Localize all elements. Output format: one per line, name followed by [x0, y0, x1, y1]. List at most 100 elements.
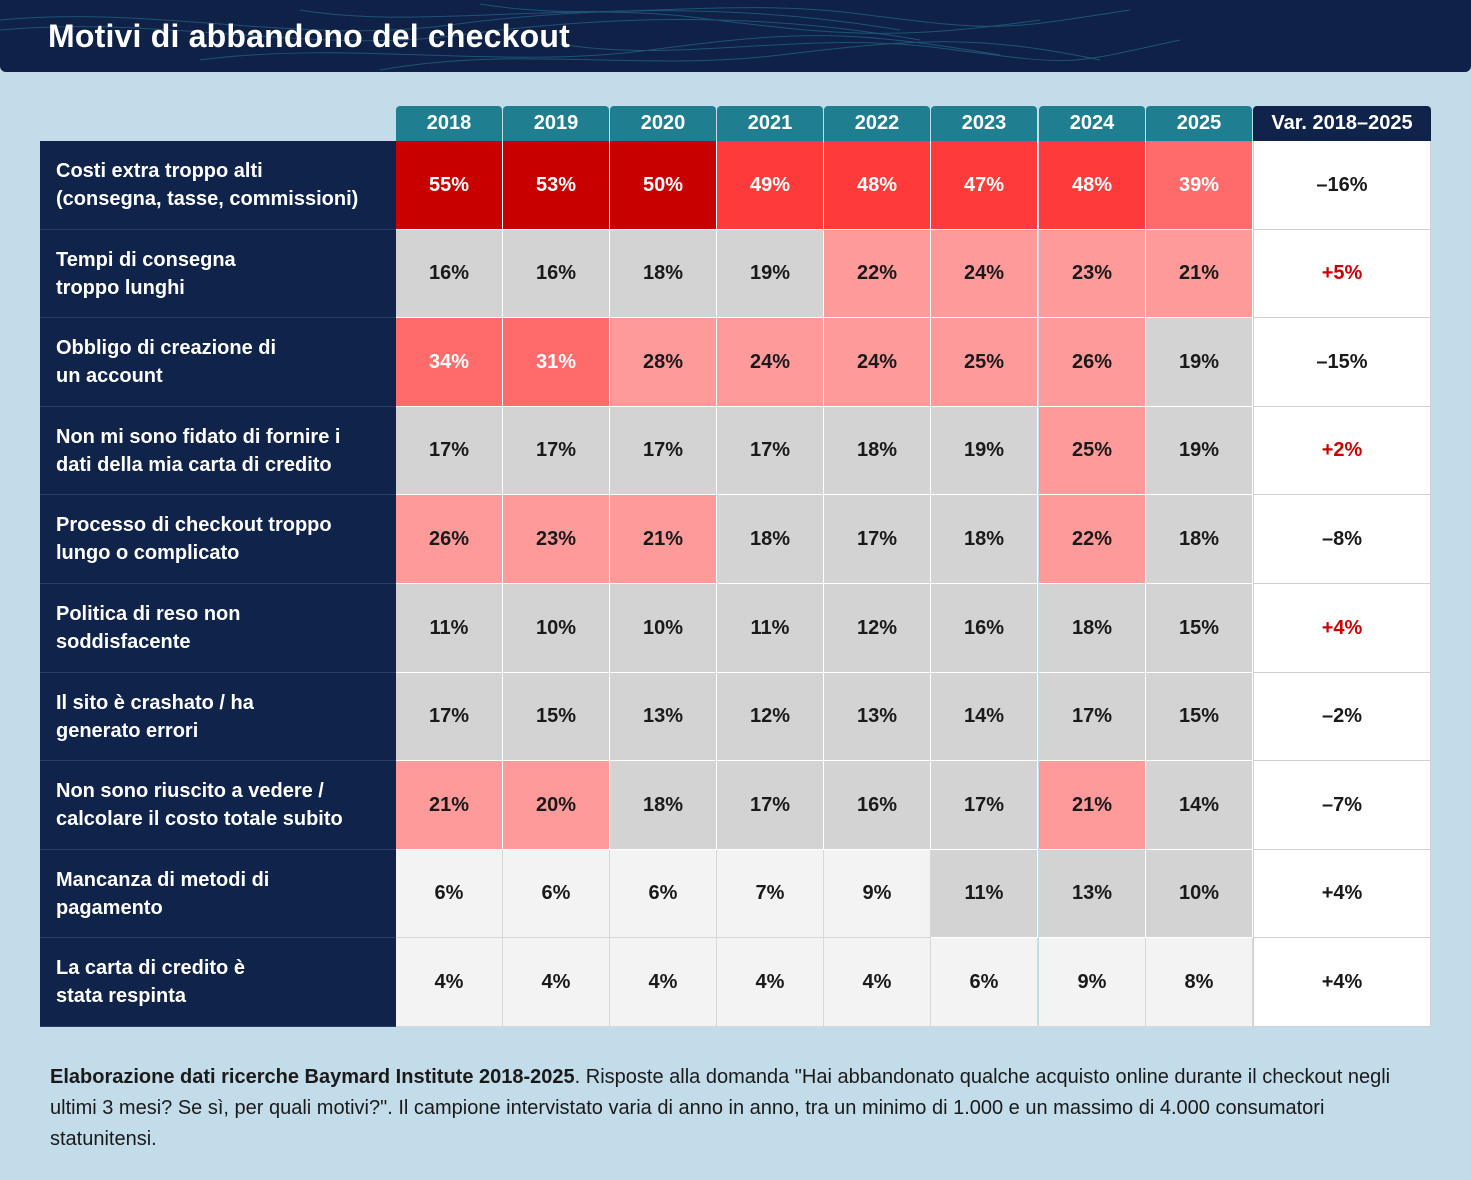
data-cell: 39% [1146, 141, 1253, 230]
data-cell: 55% [396, 141, 503, 230]
data-cell: 9% [1039, 938, 1146, 1027]
data-cell: 25% [931, 318, 1038, 407]
data-cell: 16% [931, 584, 1038, 673]
year-header-2021: 2021 [717, 106, 823, 141]
data-cell: 20% [503, 761, 610, 850]
row-label: Tempi di consegna troppo lunghi [40, 230, 396, 318]
year-header-2023: 2023 [931, 106, 1037, 141]
data-cell: 17% [1039, 673, 1146, 761]
year-header-2022: 2022 [824, 106, 930, 141]
data-cell: 26% [396, 495, 503, 584]
data-cell: 17% [824, 495, 931, 584]
data-cell: 13% [1039, 850, 1146, 938]
change-cell: +2% [1253, 407, 1431, 495]
data-cell: 4% [503, 938, 610, 1027]
data-cell: 23% [503, 495, 610, 584]
data-cell: 6% [503, 850, 610, 938]
row-label: Il sito è crashato / ha generato errori [40, 673, 396, 761]
year-header-2024: 2024 [1039, 106, 1145, 141]
change-cell: –15% [1253, 318, 1431, 407]
data-cell: 16% [824, 761, 931, 850]
data-cell: 4% [610, 938, 717, 1027]
data-cell: 12% [824, 584, 931, 673]
data-cell: 23% [1039, 230, 1146, 318]
title-banner: Motivi di abbandono del checkout [0, 0, 1471, 72]
data-cell: 17% [610, 407, 717, 495]
data-cell: 11% [931, 850, 1038, 938]
data-cell: 4% [824, 938, 931, 1027]
change-cell: +4% [1253, 938, 1431, 1027]
chart-title: Motivi di abbandono del checkout [48, 18, 570, 54]
data-cell: 22% [1039, 495, 1146, 584]
row-label: La carta di credito è stata respinta [40, 938, 396, 1027]
data-cell: 21% [1146, 230, 1253, 318]
data-cell: 47% [931, 141, 1038, 230]
data-cell: 21% [610, 495, 717, 584]
data-cell: 24% [824, 318, 931, 407]
data-cell: 12% [717, 673, 824, 761]
data-cell: 28% [610, 318, 717, 407]
data-cell: 19% [1146, 407, 1253, 495]
data-cell: 53% [503, 141, 610, 230]
data-cell: 10% [610, 584, 717, 673]
data-cell: 18% [717, 495, 824, 584]
data-cell: 15% [1146, 584, 1253, 673]
row-label: Non sono riuscito a vedere / calcolare i… [40, 761, 396, 850]
row-label: Mancanza di metodi di pagamento [40, 850, 396, 938]
change-cell: +4% [1253, 584, 1431, 673]
data-cell: 17% [931, 761, 1038, 850]
data-cell: 19% [931, 407, 1038, 495]
data-cell: 34% [396, 318, 503, 407]
heatmap-table: 2018 2019 2020 2021 2022 2023 2024 2025 Var. 201… [40, 106, 1431, 1027]
data-cell: 4% [396, 938, 503, 1027]
data-cell: 48% [824, 141, 931, 230]
data-cell: 17% [503, 407, 610, 495]
data-cell: 10% [1146, 850, 1253, 938]
data-cell: 18% [824, 407, 931, 495]
data-cell: 18% [610, 761, 717, 850]
data-cell: 14% [1146, 761, 1253, 850]
data-cell: 14% [931, 673, 1038, 761]
row-label: Processo di checkout troppo lungo o comp… [40, 495, 396, 584]
wave-decoration [0, 3, 1181, 71]
data-cell: 26% [1039, 318, 1146, 407]
data-cell: 13% [610, 673, 717, 761]
row-label: Non mi sono fidato di fornire i dati del… [40, 407, 396, 495]
change-cell: –8% [1253, 495, 1431, 584]
data-cell: 24% [717, 318, 824, 407]
change-header: Var. 2018–2025 [1253, 106, 1431, 141]
change-cell: –7% [1253, 761, 1431, 850]
data-cell: 6% [396, 850, 503, 938]
data-cell: 24% [931, 230, 1038, 318]
year-header-2025: 2025 [1146, 106, 1252, 141]
year-header-2019: 2019 [503, 106, 609, 141]
data-cell: 19% [1146, 318, 1253, 407]
data-cell: 17% [717, 761, 824, 850]
year-header-2020: 2020 [610, 106, 716, 141]
data-cell: 18% [931, 495, 1038, 584]
change-cell: +5% [1253, 230, 1431, 318]
data-cell: 6% [931, 938, 1038, 1027]
data-cell: 19% [717, 230, 824, 318]
row-label: Costi extra troppo alti (consegna, tasse… [40, 141, 396, 230]
data-cell: 49% [717, 141, 824, 230]
year-header-2018: 2018 [396, 106, 502, 141]
data-cell: 8% [1146, 938, 1253, 1027]
data-cell: 18% [610, 230, 717, 318]
data-cell: 18% [1039, 584, 1146, 673]
footnote-source: Elaborazione dati ricerche Baymard Insti… [50, 1066, 575, 1088]
data-cell: 13% [824, 673, 931, 761]
data-cell: 11% [396, 584, 503, 673]
change-cell: –16% [1253, 141, 1431, 230]
change-cell: +4% [1253, 850, 1431, 938]
footnote-text: . Risposte alla domanda "Hai abbandonato… [50, 1066, 1391, 1150]
data-cell: 31% [503, 318, 610, 407]
data-cell: 50% [610, 141, 717, 230]
data-cell: 9% [824, 850, 931, 938]
data-cell: 6% [610, 850, 717, 938]
data-cell: 7% [717, 850, 824, 938]
data-cell: 48% [1039, 141, 1146, 230]
data-cell: 21% [396, 761, 503, 850]
row-label: Politica di reso non soddisfacente [40, 584, 396, 673]
data-cell: 4% [717, 938, 824, 1027]
